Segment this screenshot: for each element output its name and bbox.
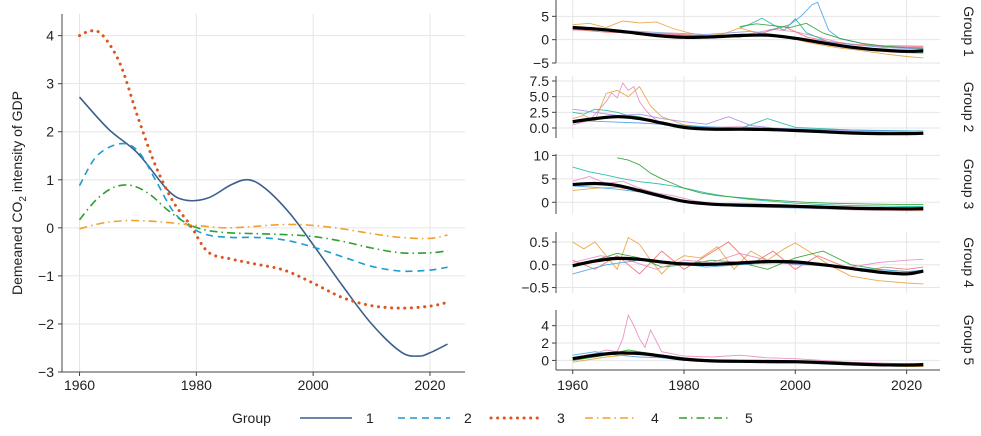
y-tick-label: 0 <box>541 352 549 368</box>
country-line-country-a <box>572 166 924 207</box>
country-line-country-a <box>572 236 924 285</box>
facet-panel-3: 0 5 10 Group 3 <box>533 147 977 214</box>
x-tick-label: 2020 <box>891 377 922 393</box>
facet-panel-2: 0.02.55.07.5 Group 2 <box>530 73 977 138</box>
y-tick-label: −1 <box>38 268 54 284</box>
y-tick-label: 0.0 <box>530 120 550 136</box>
y-tick-label: −3 <box>38 364 54 380</box>
y-tick-label: 5 <box>541 171 549 187</box>
facet-panel-5: 024 Group 5 1960 1980 2000 2020 <box>541 310 977 393</box>
y-axis-label: Demeaned CO2 intensity of GDP <box>9 91 29 295</box>
group-mean-line <box>572 181 924 211</box>
series-line-group-5 <box>78 184 448 255</box>
group-mean-line <box>572 351 924 367</box>
facet-panel-1: −5 0 5 Group 1 <box>533 0 977 71</box>
series-line-group-1 <box>78 96 448 357</box>
facet-strip-label: Group 1 <box>961 6 977 57</box>
y-tick-label: 4 <box>541 318 549 334</box>
x-tick-label: 1960 <box>557 377 588 393</box>
series-line-group-3 <box>78 29 449 310</box>
x-tick-label: 1960 <box>64 377 95 393</box>
legend: Group 1 2 3 4 5 <box>232 410 753 426</box>
series-line-group-2 <box>78 142 448 273</box>
y-tick-label: 10 <box>533 147 549 163</box>
x-tick-label: 1980 <box>668 377 699 393</box>
main-line-chart: −3 −2 −1 0 1 2 3 4 1960 1980 2000 2020 Demeaned CO2 … <box>9 14 465 393</box>
legend-label-2: 2 <box>464 410 472 426</box>
country-line-country-d <box>572 252 924 270</box>
y-tick-label: 3 <box>46 76 54 92</box>
y-tick-label: −0.5 <box>521 280 549 296</box>
legend-title: Group <box>232 410 271 426</box>
facet-panel-4: −0.5 0.0 0.5 Group 4 <box>521 232 977 296</box>
y-tick-label: 5 <box>541 8 549 24</box>
y-tick-label: 2 <box>541 335 549 351</box>
country-line-country-a <box>572 20 924 59</box>
y-tick-label: 5.0 <box>530 89 550 105</box>
y-tick-label: 0 <box>46 220 54 236</box>
facet-strip-label: Group 5 <box>961 315 977 366</box>
legend-label-3: 3 <box>557 410 565 426</box>
country-line-country-d <box>767 1 924 49</box>
x-tick-label: 2020 <box>414 377 445 393</box>
x-tick-label: 1980 <box>181 377 212 393</box>
y-tick-label: −2 <box>38 316 54 332</box>
y-tick-label: −5 <box>533 55 549 71</box>
series-line-group-4 <box>79 219 448 240</box>
y-tick-label: 0.0 <box>530 257 550 273</box>
legend-label-5: 5 <box>745 410 753 426</box>
y-tick-label: 4 <box>46 28 54 44</box>
country-line-country-a <box>572 313 924 365</box>
country-line-country-a <box>572 81 924 133</box>
x-tick-label: 2000 <box>780 377 811 393</box>
y-tick-label: 7.5 <box>530 73 550 89</box>
country-line-country-b <box>617 157 924 206</box>
legend-label-1: 1 <box>366 410 374 426</box>
group-mean-line <box>572 25 924 53</box>
y-tick-label: 1 <box>46 172 54 188</box>
facet-strip-label: Group 4 <box>961 237 977 288</box>
group-mean-line <box>572 115 924 136</box>
x-tick-label: 2000 <box>298 377 329 393</box>
country-line-country-e <box>572 259 924 275</box>
y-tick-label: 2.5 <box>530 104 550 120</box>
facet-strip-label: Group 3 <box>961 159 977 210</box>
y-tick-label: 0.5 <box>530 234 550 250</box>
y-tick-label: 2 <box>46 124 54 140</box>
group-mean-line <box>572 256 924 276</box>
facet-strip-label: Group 2 <box>961 82 977 133</box>
y-tick-label: 0 <box>541 32 549 48</box>
y-tick-label: 0 <box>541 194 549 210</box>
country-line-country-f <box>739 22 924 49</box>
legend-label-4: 4 <box>651 410 659 426</box>
